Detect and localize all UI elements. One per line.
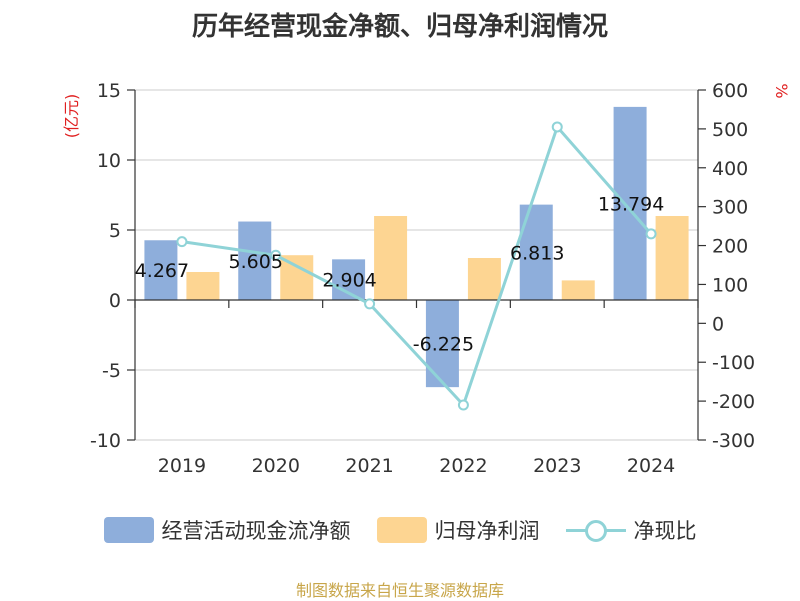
bar-net-profit-2024 [655,216,689,300]
bar-cashflow-2020 [238,221,272,300]
legend-swatch-cashflow [103,517,154,543]
bar-net-profit-2021 [374,216,408,300]
x-tick-label-2022: 2022 [439,455,487,477]
point-cash-ratio-2019 [176,236,188,248]
point-cash-ratio-2022 [457,399,469,411]
data-label-cashflow-2019: 4.267 [135,260,189,282]
y-right-tick-label-7: -100 [712,352,755,374]
y-right-tick-label-6: 0 [712,313,724,335]
bar-net-profit-2022 [467,258,501,300]
point-cash-ratio-2021 [364,298,376,310]
y-right-tick-label-0: 600 [712,80,748,102]
bar-cashflow-2019 [144,240,178,300]
legend-label-net-profit: 归母净利润 [434,519,540,543]
legend-label-cash-ratio: 净现比 [633,519,697,543]
point-cash-ratio-2023 [551,121,563,133]
source-note: 制图数据来自恒生聚源数据库 [295,581,504,600]
y-right-tick-label-1: 500 [712,119,748,141]
y-left-tick-label-1: 10 [97,150,121,172]
chart-title: 历年经营现金净额、归母净利润情况 [191,12,608,42]
y-left-tick-label-2: 5 [109,220,121,242]
y-left-tick-label-5: -10 [90,430,121,452]
legend: 经营活动现金流净额 归母净利润 净现比 [0,515,800,545]
bar-net-profit-2019 [186,272,220,300]
y-left-tick-label-0: 15 [97,80,121,102]
y-left-unit-label: (亿元) [62,94,81,139]
y-left-tick-label-4: -5 [102,360,121,382]
data-label-cashflow-2022: -6.225 [413,334,474,356]
legend-item-cash-ratio[interactable]: 净现比 [565,515,697,545]
legend-label-cashflow: 经营活动现金流净额 [161,519,351,543]
y-right-tick-label-4: 200 [712,236,748,258]
y-right-tick-label-5: 100 [712,274,748,296]
data-label-cashflow-2020: 5.605 [229,251,283,273]
legend-line-cash-ratio-icon [565,517,626,543]
y-right-tick-label-9: -300 [712,430,755,452]
y-right-tick-label-8: -200 [712,391,755,413]
line-cash-ratio [181,123,653,408]
legend-item-cashflow[interactable]: 经营活动现金流净额 [103,515,351,545]
legend-swatch-net-profit [376,517,427,543]
x-tick-label-2021: 2021 [345,455,393,477]
bar-net-profit-2020 [280,255,314,300]
point-cash-ratio-2020 [270,249,282,261]
bar-cashflow-2024 [613,106,647,300]
y-right-tick-label-3: 300 [712,197,748,219]
y-left-tick-label-3: 0 [109,290,121,312]
data-label-cashflow-2023: 6.813 [510,242,564,264]
x-tick-label-2019: 2019 [158,455,206,477]
data-label-cashflow-2024: 13.794 [598,193,664,215]
bar-net-profit-2023 [561,280,595,300]
x-tick-label-2024: 2024 [627,455,675,477]
x-tick-label-2023: 2023 [533,455,581,477]
x-tick-label-2020: 2020 [252,455,300,477]
y-right-unit-label: % [772,83,791,98]
data-label-cashflow-2021: 2.904 [322,270,376,292]
point-cash-ratio-2024 [645,228,657,240]
legend-item-net-profit[interactable]: 归母净利润 [376,515,540,545]
y-right-tick-label-2: 400 [712,158,748,180]
